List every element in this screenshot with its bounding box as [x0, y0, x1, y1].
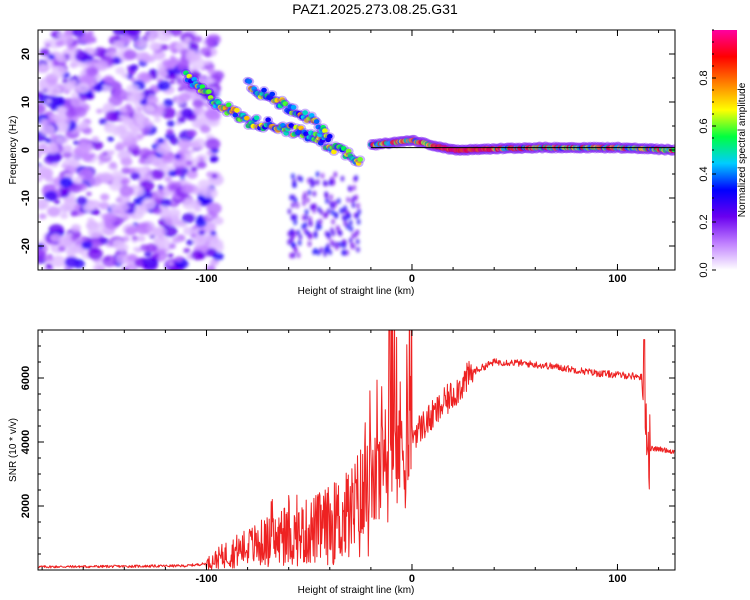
y-tick-label: 6000: [20, 366, 32, 390]
colorbar-gradient: [712, 30, 737, 270]
y-tick-label: -20: [20, 238, 32, 254]
spectrogram-y-axis-title: Frequency (Hz): [8, 116, 19, 185]
x-tick-label: 0: [409, 573, 415, 585]
x-tick-label: -100: [195, 573, 217, 585]
colorbar-tick-label: 0.2: [698, 214, 710, 229]
snr-frame: [37, 329, 676, 571]
colorbar-tick-label: 0.0: [698, 262, 710, 277]
spectrogram-x-axis-title: Height of straight line (km): [298, 286, 415, 297]
chart-title: PAZ1.2025.273.08.25.G31: [292, 1, 458, 17]
x-tick-label: 100: [608, 273, 626, 285]
colorbar-tick-label: 0.4: [698, 166, 710, 181]
x-tick-label: 0: [409, 273, 415, 285]
y-tick-label: 10: [20, 96, 32, 108]
y-tick-label: -10: [20, 190, 32, 206]
x-tick-label: 100: [608, 573, 626, 585]
y-tick-label: 2000: [20, 494, 32, 518]
y-tick-label: 4000: [20, 430, 32, 454]
colorbar-axis: 0.0 0.2 0.4 0.6 0.8: [698, 29, 716, 278]
colorbar: 0.0 0.2 0.4 0.6 0.8 Normalized spectral ampl…: [698, 29, 748, 278]
y-tick-label: 0: [20, 147, 32, 153]
snr-x-axis-title: Height of straight line (km): [298, 585, 415, 596]
colorbar-tick-label: 0.6: [698, 118, 710, 133]
snr-panel: -100 0 100 2000 4000 6000 Height of straight …: [8, 329, 676, 596]
spectrogram-heatmap: [38, 30, 675, 270]
y-tick-label: 20: [20, 48, 32, 60]
snr-y-axis-title: SNR (10 * v/v): [8, 418, 19, 482]
snr-series-line: [38, 330, 675, 570]
snr-background: [38, 330, 675, 570]
snr-axes: -100 0 100 2000 4000 6000: [20, 329, 675, 585]
ridge-upper-branch: [242, 76, 335, 144]
colorbar-label: Normalized spectral amplitude: [737, 82, 748, 217]
colorbar-tick-label: 0.8: [698, 70, 710, 85]
x-tick-label: -100: [195, 273, 217, 285]
ridge-main-descending: [180, 68, 366, 168]
